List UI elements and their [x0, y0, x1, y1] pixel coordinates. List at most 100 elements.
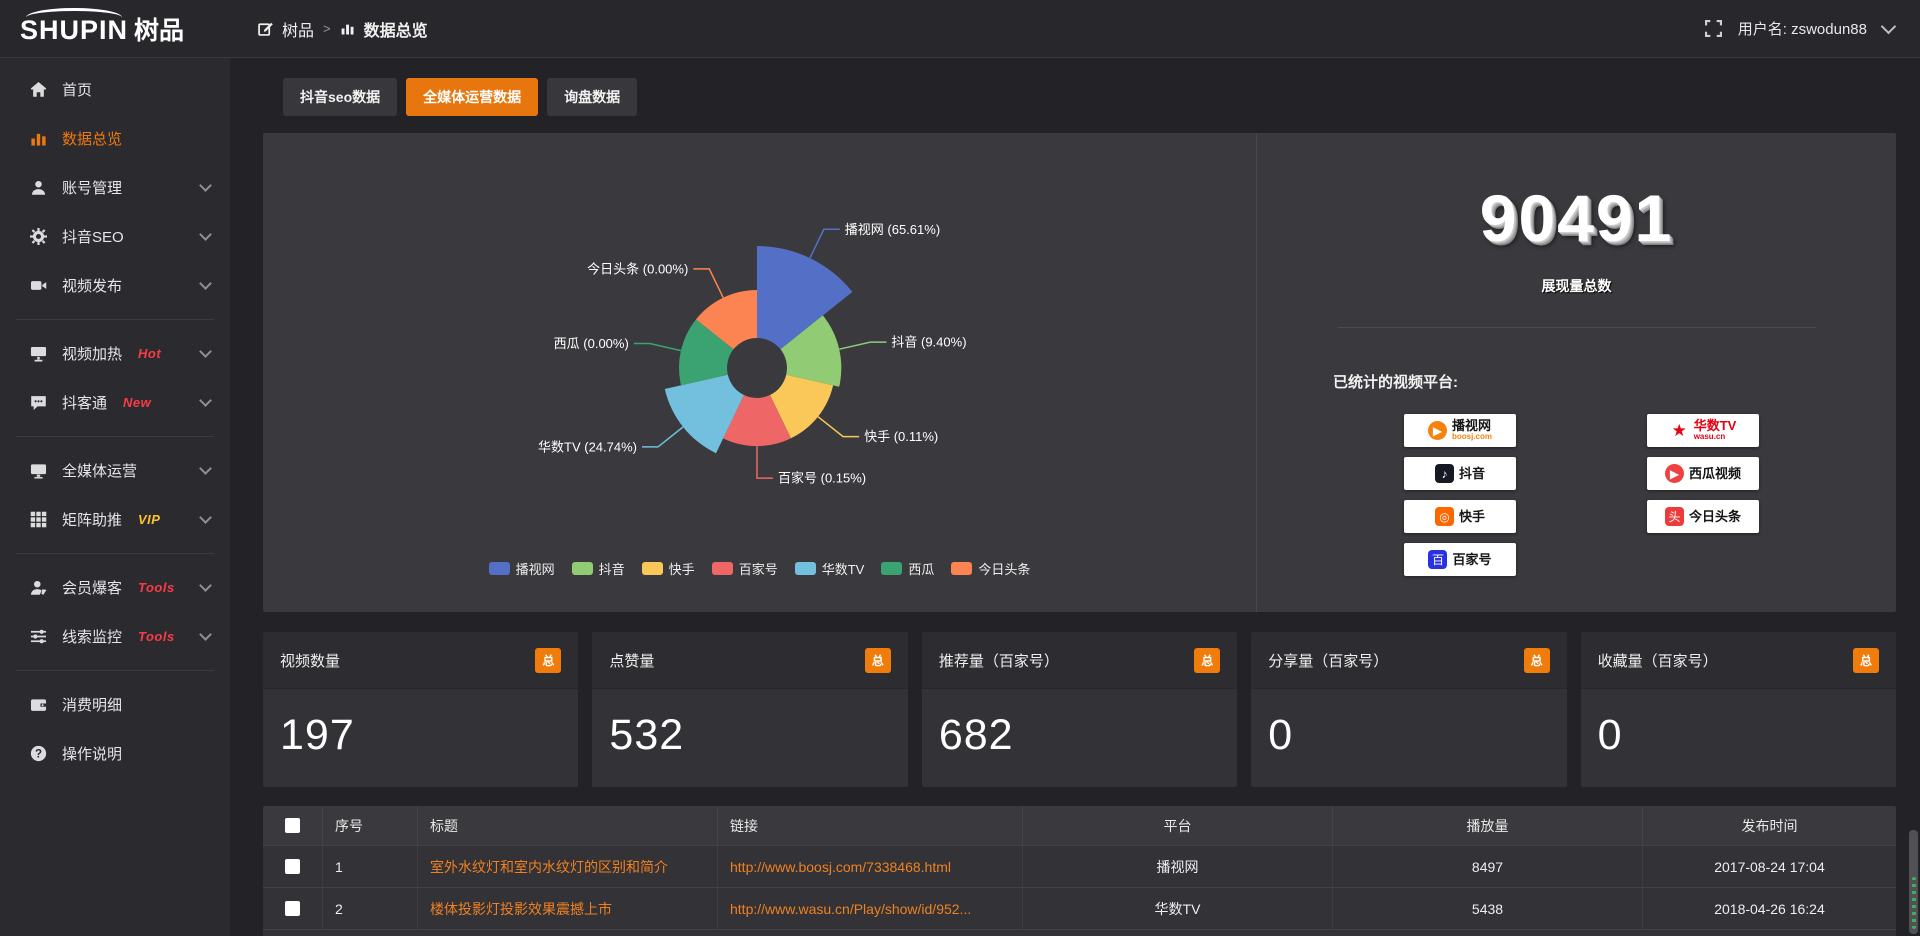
sidebar-item-操作说明[interactable]: ? 操作说明: [0, 729, 230, 778]
username-label[interactable]: 用户名: zswodun88: [1737, 21, 1867, 38]
tab-询盘数据[interactable]: 询盘数据: [547, 78, 638, 116]
table-row: 2 楼体投影灯投影效果震撼上市 http://www.wasu.cn/Play/…: [263, 888, 1896, 930]
total-badge[interactable]: 总: [1523, 647, 1550, 673]
legend-item-今日头条[interactable]: 今日头条: [951, 559, 1030, 578]
sidebar-item-抖音SEO[interactable]: 抖音SEO: [0, 212, 230, 261]
platform-name: 百家号: [1452, 551, 1492, 567]
sidebar-badge-VIP: VIP: [138, 512, 161, 527]
platform-logo-icon: ▶: [1664, 464, 1684, 483]
chevron-down-icon: [199, 628, 212, 641]
tab-全媒体运营数据[interactable]: 全媒体运营数据: [406, 78, 539, 116]
platform-logo-icon: ♪: [1434, 464, 1454, 483]
platform-logo-icon: ▶: [1427, 421, 1447, 440]
platform-badge-快手: ◎ 快手: [1404, 500, 1516, 533]
column-header-标题: 标题: [418, 806, 718, 845]
total-badge[interactable]: 总: [1853, 647, 1880, 673]
chat-icon: [30, 394, 47, 411]
breadcrumb-root[interactable]: 树品: [282, 22, 315, 40]
row-checkbox[interactable]: [285, 859, 300, 874]
legend-item-快手[interactable]: 快手: [641, 559, 695, 578]
pie-slice-抖音[interactable]: 抖音 (9.40%): [780, 315, 842, 387]
total-badge[interactable]: 总: [535, 647, 562, 673]
stat-card-收藏量（百家号）: 收藏量（百家号） 总 0: [1580, 632, 1897, 787]
sidebar-item-视频发布[interactable]: 视频发布: [0, 261, 230, 310]
chevron-down-icon: [199, 394, 212, 407]
platform-domain: boosj.com: [1451, 432, 1492, 442]
legend-label: 今日头条: [978, 562, 1031, 577]
chevron-down-icon: [199, 462, 212, 475]
scrollbar-thumb[interactable]: [1909, 830, 1918, 934]
legend-label: 百家号: [738, 562, 778, 577]
chevron-down-icon: [199, 277, 212, 290]
cell-link[interactable]: http://www.boosj.com/7338468.html: [718, 846, 1023, 887]
pie-slice-快手[interactable]: 快手 (0.11%): [770, 374, 834, 439]
platform-name: 快手: [1458, 508, 1485, 524]
platform-badge-华数TV: ★ 华数TV wasu.cn: [1647, 414, 1759, 447]
pie-label-line: [756, 446, 773, 479]
chevron-down-icon: [199, 579, 212, 592]
legend-swatch: [711, 562, 733, 575]
stat-card-推荐量（百家号）: 推荐量（百家号） 总 682: [921, 632, 1238, 787]
sidebar-divider: [16, 436, 214, 437]
platform-logo-icon: ★: [1671, 421, 1687, 440]
column-header-序号: 序号: [323, 806, 418, 845]
pie-slice-播视网[interactable]: 播视网 (65.61%): [757, 246, 853, 350]
sidebar-item-消费明细[interactable]: 消费明细: [0, 680, 230, 729]
tab-抖音seo数据[interactable]: 抖音seo数据: [283, 78, 398, 116]
legend-item-抖音[interactable]: 抖音: [571, 559, 625, 578]
screen-icon: [30, 345, 47, 362]
pie-label-line: [693, 268, 724, 299]
sidebar-item-账号管理[interactable]: 账号管理: [0, 163, 230, 212]
stat-card-title: 推荐量（百家号）: [938, 652, 1059, 670]
legend-label: 华数TV: [821, 562, 865, 577]
row-checkbox[interactable]: [285, 901, 300, 916]
videos-table: 序号 标题 链接 平台 播放量 发布时间 1 室外水纹灯和室内水纹灯的区别和简介 http…: [263, 806, 1896, 936]
stat-card-视频数量: 视频数量 总 197: [263, 632, 579, 787]
pie-slice-今日头条[interactable]: 今日头条 (0.00%): [696, 290, 757, 350]
pie-label: 华数TV (24.74%): [538, 439, 637, 454]
stat-card-title: 分享量（百家号）: [1268, 652, 1389, 670]
pie-slice-百家号[interactable]: 百家号 (0.15%): [723, 395, 791, 447]
pie-slice-西瓜[interactable]: 西瓜 (0.00%): [679, 319, 734, 386]
legend-item-百家号[interactable]: 百家号: [711, 559, 778, 578]
sidebar-badge-Tools: Tools: [138, 629, 175, 644]
cell-title[interactable]: 楼体投影灯投影效果震撼上市: [418, 888, 718, 929]
total-badge[interactable]: 总: [1194, 647, 1221, 673]
chevron-down-icon[interactable]: [1880, 18, 1897, 35]
sidebar-item-抖客通[interactable]: 抖客通 New: [0, 378, 230, 427]
chevron-down-icon: [199, 345, 212, 358]
pie-slice-华数TV[interactable]: 华数TV (24.74%): [664, 374, 744, 454]
stat-card-value: 532: [609, 711, 685, 759]
cell-plays: 5438: [1333, 888, 1643, 929]
table-row: 1 室外水纹灯和室内水纹灯的区别和简介 http://www.boosj.com…: [263, 846, 1896, 888]
legend-item-华数TV[interactable]: 华数TV: [794, 559, 865, 578]
impressions-summary: 90491 展现量总数 已统计的视频平台: ▶ 播视网 boosj.com ♪ …: [1257, 133, 1896, 612]
platform-badge-抖音: ♪ 抖音: [1404, 457, 1516, 490]
cell-time: 2017-08-24 17:04: [1714, 858, 1825, 875]
select-all-checkbox[interactable]: [285, 818, 300, 833]
legend-item-播视网[interactable]: 播视网: [488, 559, 555, 578]
column-header-链接: 链接: [718, 806, 1023, 845]
sidebar-item-矩阵助推[interactable]: 矩阵助推 VIP: [0, 495, 230, 544]
legend-swatch: [794, 562, 816, 575]
column-header-发布时间: 发布时间: [1741, 817, 1798, 834]
sidebar-item-全媒体运营[interactable]: 全媒体运营: [0, 446, 230, 495]
pie-label: 百家号 (0.15%): [778, 471, 866, 486]
sidebar-badge-Hot: Hot: [138, 346, 162, 361]
sidebar-item-首页[interactable]: 首页: [0, 65, 230, 114]
total-badge[interactable]: 总: [864, 647, 891, 673]
cell-link[interactable]: http://www.wasu.cn/Play/show/id/952...: [718, 888, 1023, 929]
sidebar-item-线索监控[interactable]: 线索监控 Tools: [0, 612, 230, 661]
sidebar-item-视频加热[interactable]: 视频加热 Hot: [0, 329, 230, 378]
cell-platform: 播视网: [1023, 846, 1333, 887]
legend-item-西瓜[interactable]: 西瓜: [881, 559, 934, 578]
sidebar-item-数据总览[interactable]: 数据总览: [0, 114, 230, 163]
sidebar-item-会员爆客[interactable]: 会员爆客 Tools: [0, 563, 230, 612]
pie-label-line: [809, 228, 840, 259]
platform-logo-icon: 百: [1428, 550, 1448, 569]
sidebar: 首页 数据总览 账号管理 抖音SEO 视频发布 视频加热 Hot 抖客通 New…: [0, 57, 230, 936]
platform-share-pie-chart[interactable]: 播视网 (65.61%)播视网 (65.61%)抖音 (9.40%)抖音 (9.…: [263, 133, 1256, 573]
cell-title[interactable]: 室外水纹灯和室内水纹灯的区别和简介: [418, 846, 718, 887]
fullscreen-icon[interactable]: [1704, 20, 1722, 37]
app-logo[interactable]: SHUPIN 树品: [0, 7, 230, 47]
